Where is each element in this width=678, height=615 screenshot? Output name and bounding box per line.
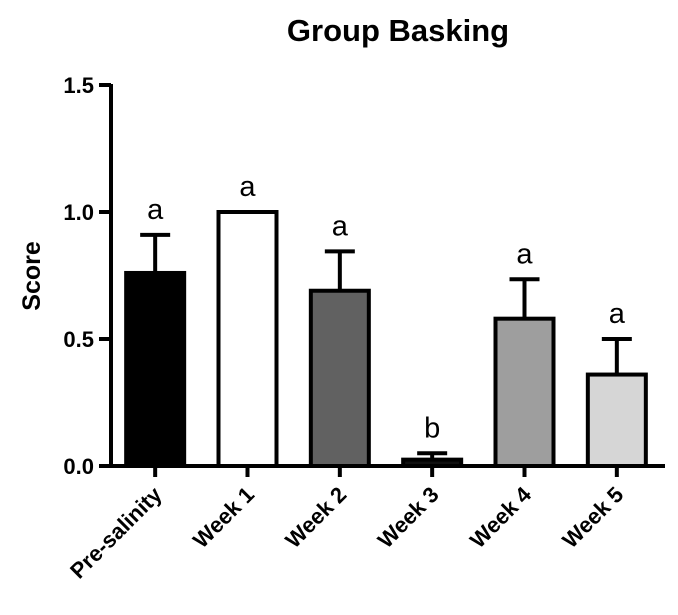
bar <box>493 316 556 468</box>
bar <box>308 288 371 468</box>
y-axis-label: Score <box>18 241 46 311</box>
y-tick-label: 1.5 <box>63 73 94 98</box>
bars-group <box>124 210 648 468</box>
x-tick-label: Week 1 <box>188 482 259 553</box>
y-tick-label: 0.5 <box>63 327 94 352</box>
significance-label: a <box>332 210 349 242</box>
y-tick-label: 1.0 <box>63 200 94 225</box>
significance-label: a <box>239 171 256 203</box>
y-tick-label: 0.0 <box>63 454 94 479</box>
x-tick-label: Week 2 <box>280 482 351 553</box>
x-tick-label: Week 5 <box>557 482 628 553</box>
significance-labels-group: a a a b a a <box>147 171 626 444</box>
significance-label: a <box>516 238 533 270</box>
x-tick-label: Week 4 <box>465 481 537 553</box>
significance-label: a <box>147 194 164 226</box>
chart-title: Group Basking <box>287 13 509 48</box>
x-axis: Pre-salinity Week 1 Week 2 Week 3 Week 4 Week… <box>65 464 665 583</box>
x-tick-label: Pre-salinity <box>65 481 167 583</box>
bar <box>585 372 648 468</box>
bar <box>216 210 279 468</box>
bar <box>124 270 187 468</box>
x-tick-label: Week 3 <box>373 482 444 553</box>
error-bars-group <box>140 232 632 460</box>
significance-label: a <box>609 298 626 330</box>
significance-label: b <box>424 412 440 444</box>
y-axis: 0.0 0.5 1.0 1.5 <box>63 73 113 479</box>
